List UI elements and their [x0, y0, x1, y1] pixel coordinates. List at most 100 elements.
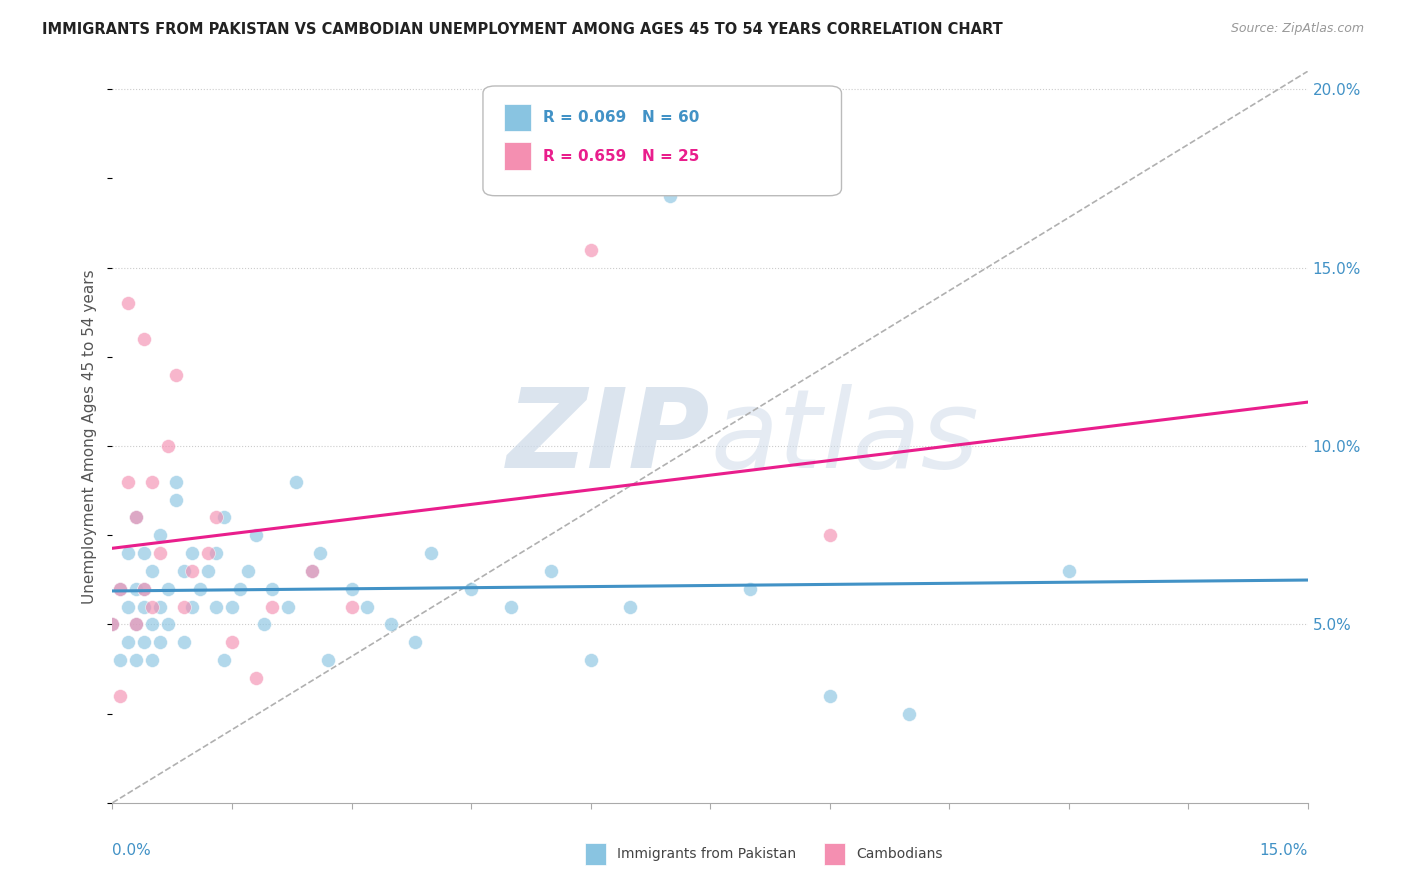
- Text: R = 0.659   N = 25: R = 0.659 N = 25: [543, 149, 699, 164]
- Point: [738, 582, 761, 596]
- Point: [134, 582, 156, 596]
- Point: [165, 475, 187, 489]
- Point: [245, 671, 267, 685]
- FancyBboxPatch shape: [824, 843, 845, 865]
- Point: [141, 475, 163, 489]
- Point: [212, 653, 235, 667]
- Text: Source: ZipAtlas.com: Source: ZipAtlas.com: [1230, 22, 1364, 36]
- Point: [205, 510, 228, 524]
- Point: [134, 582, 156, 596]
- Point: [141, 599, 163, 614]
- Point: [110, 653, 132, 667]
- Point: [818, 528, 841, 542]
- Point: [205, 546, 228, 560]
- Point: [221, 599, 243, 614]
- Text: R = 0.069   N = 60: R = 0.069 N = 60: [543, 110, 699, 125]
- Point: [141, 564, 163, 578]
- FancyBboxPatch shape: [505, 143, 531, 170]
- Point: [212, 510, 235, 524]
- Point: [404, 635, 426, 649]
- Point: [340, 582, 363, 596]
- Point: [165, 492, 187, 507]
- Point: [125, 582, 148, 596]
- Text: Cambodians: Cambodians: [856, 847, 942, 861]
- FancyBboxPatch shape: [585, 843, 606, 865]
- Point: [277, 599, 299, 614]
- Point: [540, 564, 562, 578]
- Point: [301, 564, 323, 578]
- FancyBboxPatch shape: [505, 103, 531, 131]
- Point: [619, 599, 641, 614]
- Point: [260, 582, 283, 596]
- Text: ZIP: ZIP: [506, 384, 710, 491]
- Point: [221, 635, 243, 649]
- Point: [149, 546, 172, 560]
- Point: [260, 599, 283, 614]
- Point: [110, 689, 132, 703]
- Point: [356, 599, 378, 614]
- Point: [101, 617, 124, 632]
- Point: [420, 546, 443, 560]
- Point: [818, 689, 841, 703]
- Point: [659, 189, 682, 203]
- Point: [205, 599, 228, 614]
- Point: [134, 599, 156, 614]
- Point: [149, 635, 172, 649]
- Point: [117, 546, 139, 560]
- Point: [117, 599, 139, 614]
- Point: [316, 653, 339, 667]
- Point: [157, 617, 180, 632]
- Point: [236, 564, 259, 578]
- Text: 0.0%: 0.0%: [112, 843, 152, 858]
- Point: [245, 528, 267, 542]
- Point: [173, 599, 195, 614]
- Text: atlas: atlas: [710, 384, 979, 491]
- Point: [499, 599, 522, 614]
- Point: [579, 653, 602, 667]
- Point: [284, 475, 307, 489]
- Point: [181, 546, 204, 560]
- Y-axis label: Unemployment Among Ages 45 to 54 years: Unemployment Among Ages 45 to 54 years: [82, 269, 97, 605]
- Point: [229, 582, 252, 596]
- Point: [340, 599, 363, 614]
- Text: 15.0%: 15.0%: [1260, 843, 1308, 858]
- Point: [898, 706, 921, 721]
- Point: [125, 617, 148, 632]
- Point: [157, 582, 180, 596]
- Text: IMMIGRANTS FROM PAKISTAN VS CAMBODIAN UNEMPLOYMENT AMONG AGES 45 TO 54 YEARS COR: IMMIGRANTS FROM PAKISTAN VS CAMBODIAN UN…: [42, 22, 1002, 37]
- Point: [117, 475, 139, 489]
- Point: [181, 564, 204, 578]
- Point: [125, 653, 148, 667]
- Point: [188, 582, 211, 596]
- Point: [301, 564, 323, 578]
- Point: [141, 617, 163, 632]
- Point: [173, 564, 195, 578]
- Point: [110, 582, 132, 596]
- Point: [1057, 564, 1080, 578]
- Point: [117, 296, 139, 310]
- Point: [134, 635, 156, 649]
- Point: [165, 368, 187, 382]
- Point: [460, 582, 482, 596]
- Point: [253, 617, 276, 632]
- Point: [149, 599, 172, 614]
- Point: [125, 510, 148, 524]
- Point: [149, 528, 172, 542]
- Point: [173, 635, 195, 649]
- Point: [101, 617, 124, 632]
- Point: [134, 546, 156, 560]
- Point: [134, 332, 156, 346]
- Point: [308, 546, 330, 560]
- Point: [181, 599, 204, 614]
- Point: [117, 635, 139, 649]
- Text: Immigrants from Pakistan: Immigrants from Pakistan: [617, 847, 796, 861]
- Point: [197, 564, 219, 578]
- Point: [110, 582, 132, 596]
- Point: [380, 617, 402, 632]
- Point: [125, 510, 148, 524]
- FancyBboxPatch shape: [484, 86, 842, 195]
- Point: [141, 653, 163, 667]
- Point: [157, 439, 180, 453]
- Point: [125, 617, 148, 632]
- Point: [579, 243, 602, 257]
